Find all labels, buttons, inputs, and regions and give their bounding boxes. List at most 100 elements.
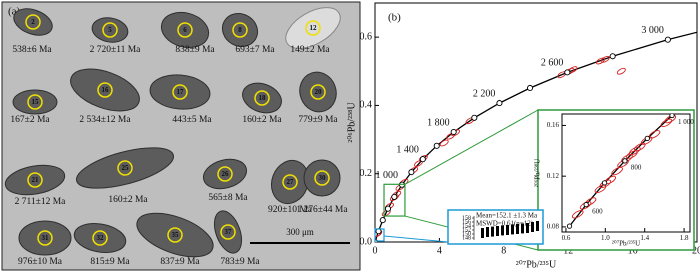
spot-marker bbox=[217, 166, 233, 182]
grain-number: 32 bbox=[97, 234, 105, 242]
y-tick-label: 152 bbox=[462, 227, 471, 233]
x-axis-label: ²⁰⁷Pb/²³⁵U bbox=[612, 240, 640, 248]
spot-marker bbox=[27, 172, 43, 188]
analysis-ellipse bbox=[600, 55, 610, 63]
grain-age: 167±2 Ma bbox=[10, 115, 50, 125]
zircon-grain bbox=[13, 8, 53, 36]
grain-number: 15 bbox=[32, 98, 40, 106]
age-label: 1 400 bbox=[396, 144, 419, 155]
grain-age: 443±5 Ma bbox=[172, 115, 212, 125]
y-tick-label: 0.12 bbox=[547, 172, 560, 180]
age-point bbox=[644, 135, 650, 142]
analysis-ellipse bbox=[611, 166, 623, 176]
grain-age: 1 276±44 Ma bbox=[296, 205, 348, 215]
age-point bbox=[450, 128, 457, 136]
y-tick-label: 150 bbox=[462, 231, 471, 237]
annotation: Mean=152.1 ±1.3 Ma bbox=[476, 212, 538, 220]
error-bar bbox=[516, 224, 519, 234]
concordia-plot: 0 4 8 12 16 20 0.0 0.2 0.4 0.6 ²⁰⁷Pb/²³⁵U ²⁰⁶Pb/²³⁸… bbox=[346, 2, 700, 270]
zircon-grain bbox=[221, 12, 259, 48]
inset-box bbox=[537, 109, 695, 251]
zircon-grain bbox=[303, 159, 341, 197]
grain-number: 5 bbox=[108, 26, 112, 34]
spot-marker bbox=[220, 224, 236, 240]
x-tick-label: 4 bbox=[437, 245, 442, 256]
zircon-grain bbox=[70, 68, 140, 112]
error-bar bbox=[486, 227, 489, 237]
grain-age: 920±10 Ma bbox=[268, 205, 313, 215]
spot-marker bbox=[232, 22, 248, 38]
panel-b: (b) 0 4 8 12 16 20 0.0 0.2 0.4 0.6 ²⁰⁷Pb/²³⁵U ²⁰⁶Pb… bbox=[346, 2, 700, 270]
zircon-grain bbox=[4, 164, 66, 196]
grain-age: 2 534±12 Ma bbox=[79, 115, 131, 125]
grain-number: 27 bbox=[287, 178, 295, 186]
x-tick-label: 12 bbox=[563, 245, 573, 256]
age-point bbox=[379, 217, 386, 224]
grain-age: 976±10 Ma bbox=[18, 257, 63, 267]
age-point bbox=[609, 53, 616, 60]
zircon-grain bbox=[73, 222, 127, 254]
concordia-plot: 0.6 1.0 1.4 1.8 0.08 0.12 0.16 ²⁰⁷Pb/²³⁵U ²⁰⁶Pb/… bbox=[534, 109, 695, 251]
age-label: 600 bbox=[592, 207, 603, 215]
grain-number: 18 bbox=[259, 94, 267, 102]
x-tick-label: 16 bbox=[628, 245, 638, 256]
y-axis-label: ²⁰⁶Pb/²³⁸U bbox=[534, 159, 542, 187]
grain-number: 6 bbox=[183, 26, 187, 34]
grain-number: 25 bbox=[122, 164, 130, 172]
error-bar bbox=[481, 228, 484, 238]
spot-marker bbox=[117, 160, 133, 176]
y-axis-label: ²⁰⁶Pb/²³⁸U bbox=[346, 101, 357, 142]
zircon-grain bbox=[299, 71, 337, 113]
age-point bbox=[564, 69, 571, 76]
spot-marker bbox=[97, 82, 113, 98]
analysis-ellipse bbox=[594, 184, 607, 194]
error-bar bbox=[501, 225, 504, 236]
spot-marker bbox=[92, 230, 108, 246]
spot-marker bbox=[25, 14, 41, 30]
error-bar bbox=[506, 225, 509, 235]
age-point bbox=[664, 36, 671, 43]
grain-age: 2 720±11 Ma bbox=[90, 45, 142, 55]
grain-age: 783±9 Ma bbox=[220, 257, 260, 267]
zircon-grain bbox=[136, 212, 214, 258]
x-tick-label: 0 bbox=[373, 245, 378, 256]
grain-age: 160±2 Ma bbox=[242, 115, 282, 125]
y-tick-label: 0.6 bbox=[360, 31, 373, 42]
panel-label: (b) bbox=[388, 12, 401, 24]
mean-region bbox=[374, 228, 385, 242]
zircon-grain bbox=[12, 89, 58, 115]
x-tick-label: 8 bbox=[501, 245, 506, 256]
analysis-ellipse bbox=[595, 57, 605, 65]
error-bar bbox=[521, 223, 524, 234]
y-tick-label: 0.0 bbox=[360, 236, 373, 247]
age-point bbox=[622, 158, 628, 164]
spot-marker bbox=[282, 174, 298, 190]
age-point bbox=[583, 202, 589, 208]
age-label: 2 600 bbox=[541, 58, 564, 69]
plot-frame bbox=[561, 113, 691, 233]
y-tick-label: 158 bbox=[462, 215, 471, 221]
age-point bbox=[391, 193, 398, 200]
error-bar bbox=[526, 223, 529, 233]
y-tick-label: 0.4 bbox=[360, 100, 373, 111]
spot-marker bbox=[254, 90, 270, 106]
mean-connector bbox=[383, 235, 449, 243]
age-point bbox=[384, 205, 392, 212]
scale-bar-label: 300 μm bbox=[286, 227, 314, 237]
zircon-grain bbox=[213, 210, 243, 254]
grain-age: 837±9 Ma bbox=[160, 257, 200, 267]
zircon-grain bbox=[149, 74, 211, 110]
zoom-connector bbox=[404, 109, 539, 185]
y-tick-label: 148 bbox=[462, 235, 471, 241]
grain-age: 160±2 Ma bbox=[108, 195, 148, 205]
weighted-mean-plot: Mean=152.1 ±1.3 MaMSWD=0.61(n=12)1481501… bbox=[447, 209, 544, 245]
spot-marker bbox=[310, 84, 326, 100]
age-point bbox=[419, 156, 426, 163]
age-point bbox=[433, 142, 440, 149]
age-label: 1 000 bbox=[376, 170, 399, 181]
error-bar bbox=[491, 226, 494, 237]
error-bar bbox=[511, 224, 514, 235]
spot-marker bbox=[314, 170, 330, 186]
grain-number: 2 bbox=[31, 18, 35, 26]
